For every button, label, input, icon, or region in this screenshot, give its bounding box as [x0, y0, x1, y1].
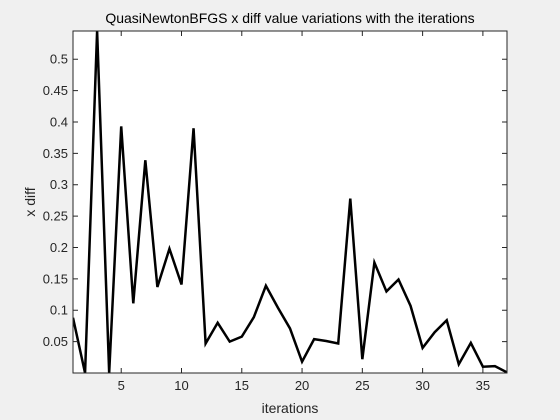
- y-tick-label: 0.5: [50, 52, 68, 67]
- y-tick-label: 0.05: [43, 334, 68, 349]
- y-axis-ticks: 0.05 0.1 0.15 0.2 0.25 0.3 0.35 0.4 0.45 0.5: [43, 52, 507, 349]
- x-tick-label: 20: [295, 378, 309, 393]
- chart-title: QuasiNewtonBFGS x diff value variations …: [105, 10, 474, 26]
- x-axis-ticks: 5 10 15 20 25 30 35: [118, 31, 490, 393]
- series-line: [73, 31, 507, 373]
- y-tick-label: 0.45: [43, 83, 68, 98]
- x-tick-label: 30: [415, 378, 429, 393]
- y-tick-label: 0.25: [43, 209, 68, 224]
- series-layer: [73, 31, 507, 373]
- y-tick-label: 0.3: [50, 177, 68, 192]
- plot-area: [73, 31, 507, 373]
- x-tick-label: 15: [235, 378, 249, 393]
- y-tick-label: 0.4: [50, 114, 68, 129]
- x-axis-label: iterations: [262, 400, 319, 416]
- x-tick-label: 25: [355, 378, 369, 393]
- x-tick-label: 35: [476, 378, 490, 393]
- x-tick-label: 5: [118, 378, 125, 393]
- axes-box: [72, 30, 508, 374]
- y-tick-label: 0.35: [43, 146, 68, 161]
- x-tick-label: 10: [174, 378, 188, 393]
- y-tick-label: 0.1: [50, 303, 68, 318]
- y-axis-label: x diff: [22, 187, 38, 216]
- y-tick-label: 0.2: [50, 240, 68, 255]
- y-tick-label: 0.15: [43, 271, 68, 286]
